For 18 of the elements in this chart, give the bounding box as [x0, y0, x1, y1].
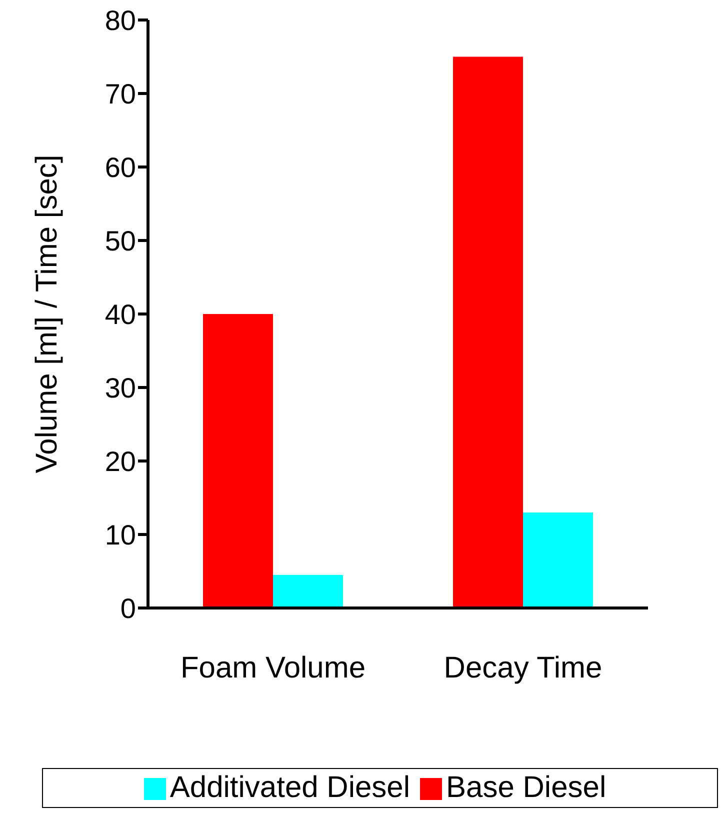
bar [523, 512, 593, 608]
x-tick-label: Decay Time [444, 651, 602, 684]
y-tick-label: 10 [104, 519, 136, 550]
y-tick-label: 30 [104, 372, 136, 404]
y-tick-label: 50 [104, 225, 136, 256]
y-tick-label: 40 [104, 298, 136, 330]
y-tick-label: 20 [104, 446, 136, 477]
bar [273, 574, 343, 608]
x-tick-label: Foam Volume [180, 651, 366, 684]
y-axis-title: Volume [ml] / Time [sec] [30, 154, 64, 474]
y-tick-label: 0 [120, 592, 136, 624]
legend-label: Base Diesel [446, 771, 606, 804]
legend-label: Additivated Diesel [170, 771, 410, 804]
y-tick-label: 80 [104, 4, 136, 36]
y-tick-label: 60 [104, 152, 136, 183]
bar [203, 314, 273, 608]
bar [453, 56, 523, 608]
y-tick-label: 70 [104, 78, 136, 110]
